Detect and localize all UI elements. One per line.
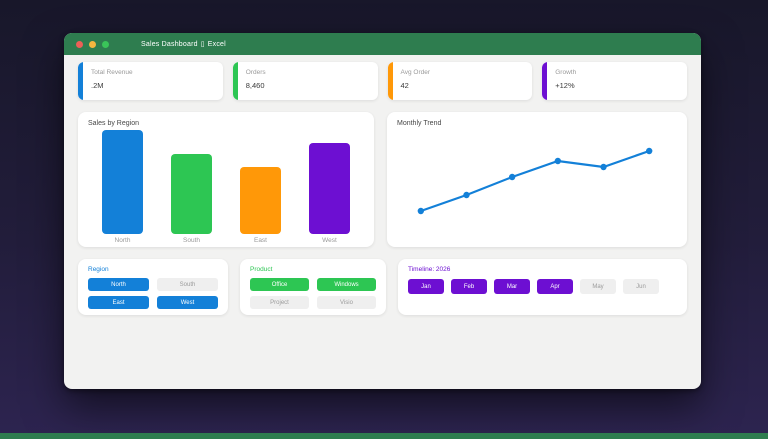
app-window: Sales Dashboard ▯ Excel Total Revenue .2M… xyxy=(64,33,701,389)
window-titlebar[interactable]: Sales Dashboard ▯ Excel xyxy=(64,33,701,55)
bar-chart-card: Sales by Region North South East West xyxy=(78,112,374,247)
filter-timeline-2026-jan-button[interactable]: Jan xyxy=(408,279,444,294)
bar-label-north: North xyxy=(114,237,131,244)
trend-point-4 xyxy=(554,157,562,165)
filter-timeline-2026-feb-button[interactable]: Feb xyxy=(451,279,487,294)
kpi-value: 42 xyxy=(400,81,409,90)
bar-column-west xyxy=(295,143,364,234)
kpi-value: .2M xyxy=(91,81,104,90)
window-title: Sales Dashboard ▯ Excel xyxy=(141,40,226,49)
close-window-button[interactable] xyxy=(76,40,83,48)
kpi-accent-stripe xyxy=(232,62,238,100)
filters-row: Region North South East West Product Office Win… xyxy=(78,259,687,315)
filter-title: Product xyxy=(250,266,273,273)
kpi-card-avg-order: Avg Order 42 xyxy=(387,62,533,100)
dashboard-content: Total Revenue .2M Orders 8,460 Avg Order 42 Gr… xyxy=(64,55,701,315)
kpi-accent-stripe xyxy=(78,62,83,100)
kpi-label: Avg Order xyxy=(400,69,431,76)
charts-row: Sales by Region North South East West Month… xyxy=(78,112,687,247)
filter-timeline-2026-may-button[interactable]: May xyxy=(580,279,616,294)
filter-options: North South East West xyxy=(88,278,218,309)
kpi-label: Growth xyxy=(555,69,577,76)
filter-region-south-button[interactable]: South xyxy=(157,278,218,291)
bar-chart-axis-labels: North South East West xyxy=(88,237,364,244)
window-title-app: Excel xyxy=(207,40,226,48)
kpi-card-orders: Orders 8,460 xyxy=(232,62,378,100)
bar-north xyxy=(102,130,143,234)
line-chart-title: Monthly Trend xyxy=(397,120,442,127)
trend-point-3 xyxy=(509,173,516,181)
window-controls xyxy=(76,40,109,48)
bar-column-south xyxy=(157,154,226,234)
filter-product-visio-button[interactable]: Visio xyxy=(317,296,376,309)
bar-column-east xyxy=(226,167,295,234)
filter-timeline-2026-jun-button[interactable]: Jun xyxy=(623,279,659,294)
bar-label-south: South xyxy=(183,237,200,244)
bar-east xyxy=(240,167,281,234)
minimize-window-button[interactable] xyxy=(89,40,96,48)
filter-region-west-button[interactable]: West xyxy=(157,296,218,309)
line-chart-card: Monthly Trend xyxy=(387,112,687,247)
trend-point-2 xyxy=(463,191,470,199)
bar-west xyxy=(309,143,350,234)
window-title-name: Sales Dashboard xyxy=(141,40,198,48)
kpi-value: 8,460 xyxy=(245,81,265,90)
kpi-accent-stripe xyxy=(387,62,393,100)
kpi-card-growth: Growth +12% xyxy=(542,62,687,100)
bar-chart-plot xyxy=(88,130,364,234)
kpi-label: Total Revenue xyxy=(91,69,133,76)
bar-label-east: East xyxy=(253,237,267,244)
filter-product-windows-button[interactable]: Windows xyxy=(317,278,376,291)
kpi-accent-stripe xyxy=(542,62,548,100)
filter-card-timeline-2026: Timeline: 2026 Jan Feb Mar Apr May Jun xyxy=(398,259,687,315)
filter-title: Region xyxy=(88,266,109,273)
kpi-value: +12% xyxy=(555,81,575,90)
bar-column-north xyxy=(88,130,157,234)
filter-region-north-button[interactable]: North xyxy=(88,278,149,291)
bar-south xyxy=(171,154,212,234)
filter-product-project-button[interactable]: Project xyxy=(250,296,309,309)
filter-region-east-button[interactable]: East xyxy=(88,296,149,309)
document-glyph-icon: ▯ xyxy=(200,41,205,48)
kpi-card-total-revenue: Total Revenue .2M xyxy=(78,62,223,100)
filter-options: Jan Feb Mar Apr May Jun xyxy=(408,279,677,294)
filter-card-product: Product Office Windows Project Visio xyxy=(240,259,386,315)
taskbar-strip xyxy=(0,433,768,439)
trend-line xyxy=(420,149,650,213)
filter-timeline-2026-mar-button[interactable]: Mar xyxy=(494,279,530,294)
filter-product-office-button[interactable]: Office xyxy=(250,278,309,291)
trend-point-1 xyxy=(417,207,425,215)
trend-point-6 xyxy=(646,147,653,155)
filter-title: Timeline: 2026 xyxy=(408,266,451,273)
filter-card-region: Region North South East West xyxy=(78,259,228,315)
line-chart-plot xyxy=(417,147,653,215)
bar-chart-title: Sales by Region xyxy=(88,120,139,127)
bar-label-west: West xyxy=(322,237,337,244)
kpi-row: Total Revenue .2M Orders 8,460 Avg Order 42 Gr… xyxy=(78,62,687,100)
filter-options: Office Windows Project Visio xyxy=(250,278,376,309)
kpi-label: Orders xyxy=(245,69,266,76)
trend-point-5 xyxy=(600,163,607,171)
filter-timeline-2026-apr-button[interactable]: Apr xyxy=(537,279,573,294)
maximize-window-button[interactable] xyxy=(102,40,109,48)
